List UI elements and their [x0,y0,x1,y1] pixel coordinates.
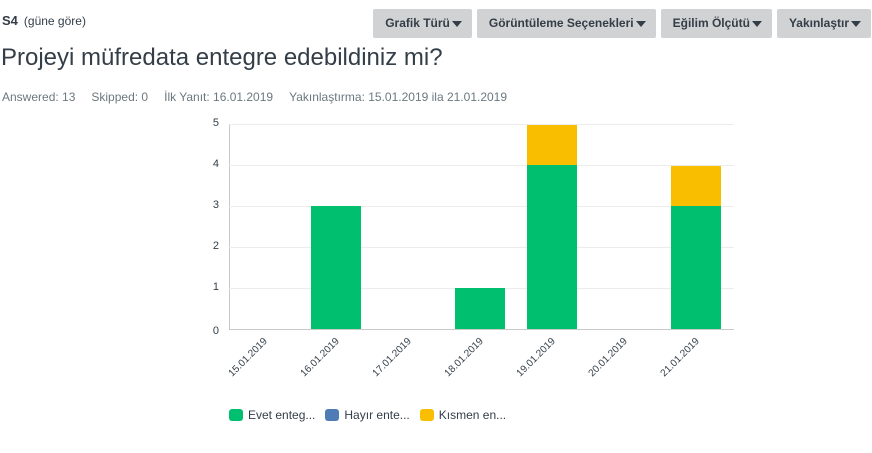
caret-down-icon [635,20,646,27]
legend-label: Kısmen en... [438,408,507,422]
x-tick-label: 19.01.2019 [514,336,558,380]
y-tick-label: 0 [212,325,219,337]
bar-segment[interactable] [527,165,577,329]
gridline [229,247,734,248]
chart-type-button[interactable]: Grafik Türü [373,9,472,38]
y-tick-label: 1 [212,281,219,293]
answered-count: Answered: 13 [2,90,76,104]
gridline [229,165,734,166]
question-id: S4 [2,13,18,28]
bar-segment[interactable] [455,288,505,329]
legend-label: Hayır ente... [344,408,410,422]
x-axis [229,329,734,330]
caret-down-icon [751,20,762,27]
chart-toolbar: Grafik Türü Görüntüleme Seçenekleri Eğil… [373,9,871,38]
first-response-date: İlk Yanıt: 16.01.2019 [164,90,274,104]
legend-swatch-icon [419,409,434,421]
x-tick-label: 17.01.2019 [370,336,414,380]
question-number: S4 (güne göre) [2,13,86,28]
x-tick-label: 21.01.2019 [658,336,702,380]
y-axis [229,124,230,330]
legend-label: Evet enteg... [248,408,316,422]
bar-segment[interactable] [671,206,721,329]
gridline [229,124,734,125]
zoom-button[interactable]: Yakınlaştır [776,9,871,38]
bar-segment[interactable] [527,125,577,165]
zoom-label: Yakınlaştır [788,16,849,30]
trend-measure-button[interactable]: Eğilim Ölçütü [660,9,772,38]
x-tick-label: 16.01.2019 [298,336,342,380]
legend-item[interactable]: Hayır ente... [325,408,410,422]
legend-item[interactable]: Evet enteg... [229,408,315,422]
skipped-count: Skipped: 0 [91,90,149,104]
legend-swatch-icon [325,409,340,421]
bar-segment[interactable] [311,206,361,329]
y-tick-label: 4 [212,158,219,170]
legend-item[interactable]: Kısmen en... [419,408,507,422]
y-tick-label: 3 [212,199,219,211]
y-tick-label: 5 [212,117,219,129]
question-title: Projeyi müfredata entegre edebildiniz mi… [1,44,443,71]
bar-segment[interactable] [671,166,721,206]
response-meta: Answered: 13 Skipped: 0 İlk Yanıt: 16.01… [2,90,507,104]
caret-down-icon [451,20,462,27]
y-tick-label: 2 [212,240,219,252]
display-options-label: Görüntüleme Seçenekleri [488,16,634,30]
zoom-range: Yakınlaştırma: 15.01.2019 ila 21.01.2019 [289,90,508,104]
chart-type-label: Grafik Türü [385,16,450,30]
x-tick-label: 20.01.2019 [586,336,630,380]
display-options-button[interactable]: Görüntüleme Seçenekleri [476,9,656,38]
trend-measure-label: Eğilim Ölçütü [672,16,750,30]
question-grouping: (güne göre) [23,14,86,28]
chart-legend: Evet enteg... Hayır ente... Kısmen en... [229,408,506,422]
gridline [229,206,734,207]
caret-down-icon [851,20,861,27]
x-tick-label: 18.01.2019 [442,336,486,380]
x-tick-label: 15.01.2019 [226,336,270,380]
legend-swatch-icon [229,409,243,421]
